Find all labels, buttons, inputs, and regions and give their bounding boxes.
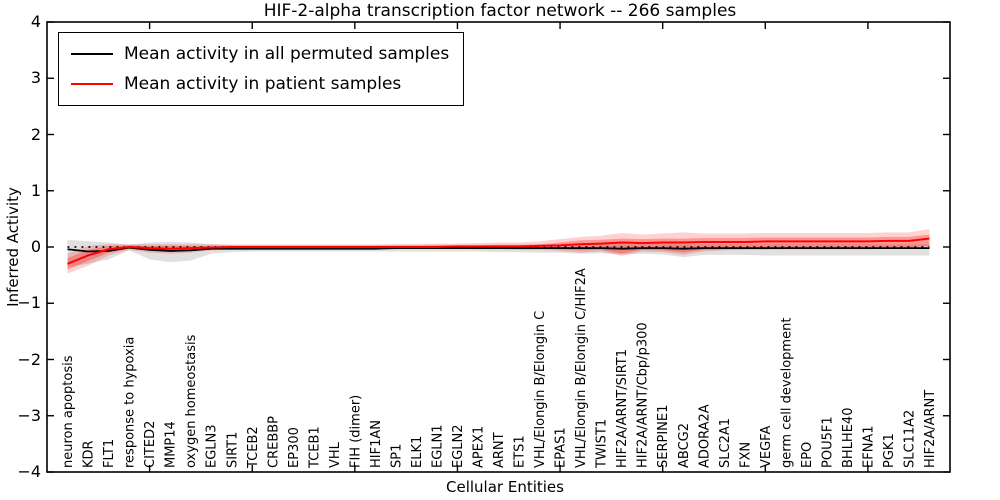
x-tick-label: VHL/Elongin B/Elongin C/HIF2A	[574, 268, 589, 468]
x-tick-label: SIRT1	[225, 432, 240, 468]
x-tick-label: APEX1	[472, 426, 487, 468]
legend-item-permuted: Mean activity in all permuted samples	[59, 39, 449, 69]
x-tick-label: VHL	[328, 441, 343, 468]
x-tick-label: TCEB1	[307, 426, 322, 469]
x-tick-label: ADORA2A	[697, 404, 712, 468]
y-tick-label: 2	[30, 124, 41, 144]
x-tick-label: MMP14	[164, 421, 179, 468]
x-tick-label: HIF2A/ARNT	[923, 390, 938, 468]
y-tick-label: 0	[30, 237, 41, 256]
y-tick-label: 3	[30, 68, 41, 88]
x-tick-label: TCEB2	[246, 426, 261, 469]
x-tick-label: FLT1	[102, 439, 117, 468]
x-tick-label: EGLN2	[451, 424, 466, 468]
legend-label-permuted: Mean activity in all permuted samples	[124, 44, 450, 64]
x-tick-label: BHLHE40	[841, 408, 856, 468]
x-tick-label: SLC11A2	[903, 410, 918, 468]
y-tick-label: 1	[30, 180, 41, 200]
y-tick-label: −1	[17, 293, 41, 313]
x-tick-label: HIF2A/ARNT/SIRT1	[615, 349, 630, 468]
x-tick-label: HIF2A/ARNT/Cbp/p300	[636, 322, 651, 468]
legend: Mean activity in all permuted samples Me…	[58, 32, 465, 106]
x-axis-label: Cellular Entities	[446, 478, 564, 496]
x-tick-label: CREBBP	[266, 416, 281, 468]
legend-item-patient: Mean activity in patient samples	[59, 69, 449, 99]
x-tick-label: SLC2A1	[718, 418, 733, 468]
y-tick-label: 4	[30, 12, 41, 31]
x-tick-label: EPAS1	[554, 427, 569, 468]
x-tick-label: ARNT	[492, 432, 507, 468]
x-tick-label: EPO	[800, 442, 815, 468]
x-tick-label: VHL/Elongin B/Elongin C	[533, 311, 548, 468]
x-tick-label: germ cell development	[779, 318, 794, 468]
x-tick-label: PGK1	[882, 433, 897, 468]
x-tick-label: FXN	[738, 442, 753, 468]
permuted-line-swatch	[71, 53, 113, 55]
x-tick-label: HIF1AN	[369, 420, 384, 468]
x-tick-label: oxygen homeostasis	[184, 334, 199, 468]
patient-mean-line	[67, 237, 930, 265]
x-tick-label: SERPINE1	[656, 405, 671, 468]
x-tick-label: neuron apoptosis	[61, 355, 76, 468]
x-tick-label: KDR	[82, 440, 97, 468]
permuted-mean-line	[67, 246, 930, 253]
y-tick-label: −4	[17, 462, 41, 481]
x-tick-label: EFNA1	[861, 425, 876, 468]
x-tick-label: POU5F1	[820, 416, 835, 468]
patient-samples-band-outer	[67, 229, 930, 274]
y-tick-label: −2	[17, 349, 41, 369]
x-tick-label: FIH (dimer)	[348, 395, 363, 468]
x-tick-label: ABCG2	[677, 423, 692, 468]
x-tick-label: EGLN1	[430, 424, 445, 468]
x-tick-label: CITED2	[143, 421, 158, 468]
patient-line-swatch	[71, 83, 113, 85]
x-tick-label: SP1	[389, 444, 404, 468]
x-tick-label: ETS1	[513, 435, 528, 468]
x-tick-label: VEGFA	[759, 426, 774, 468]
x-tick-label: ELK1	[410, 436, 425, 468]
x-tick-label: EP300	[287, 427, 302, 468]
patient-samples-band-inner	[67, 234, 930, 270]
y-tick-label: −3	[17, 405, 41, 425]
x-tick-label: TWIST1	[595, 419, 610, 469]
legend-label-patient: Mean activity in patient samples	[124, 74, 402, 94]
x-tick-label: EGLN3	[205, 424, 220, 468]
x-tick-label: response to hypoxia	[123, 337, 138, 468]
chart-title: HIF-2-alpha transcription factor network…	[263, 1, 737, 21]
